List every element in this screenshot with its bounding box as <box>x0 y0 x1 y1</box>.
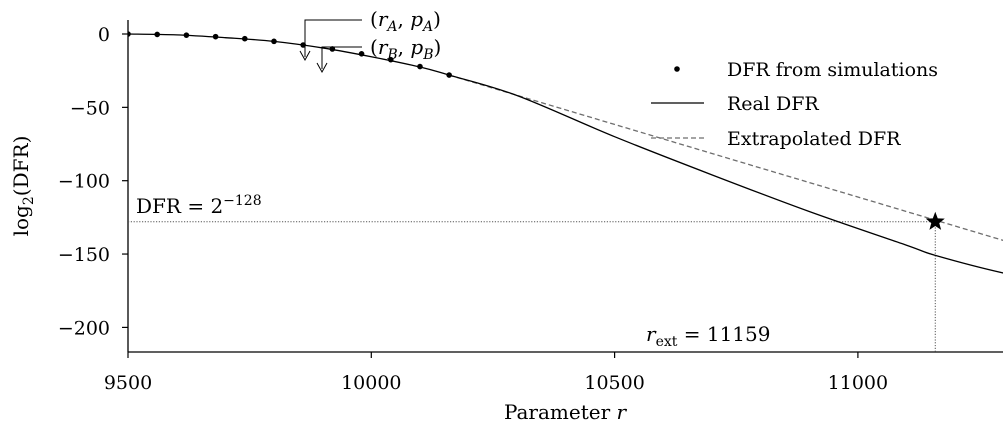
arrow-point-b <box>321 46 362 69</box>
y-tick-label: −50 <box>70 97 110 119</box>
arrow-point-a <box>304 19 362 57</box>
y-axis-title: log2(DFR) <box>9 136 37 237</box>
sim-point <box>241 35 248 42</box>
legend-marker-simulations <box>674 66 680 72</box>
x-tick-label: 9500 <box>104 372 152 394</box>
sim-point <box>417 63 423 70</box>
x-tick-label: 10000 <box>341 372 401 394</box>
sim-point <box>358 51 365 57</box>
y-ticks: 0 −50 −100 −150 −200 <box>58 24 128 339</box>
x-ticks: 95001000010500110001150012000 <box>104 352 888 394</box>
legend: DFR from simulations Real DFR Extrapolat… <box>651 59 938 150</box>
y-tick-label: −200 <box>58 317 110 339</box>
sim-point <box>446 72 452 78</box>
r-ext-label: rext = 11159 <box>646 322 770 350</box>
sim-point <box>212 33 219 40</box>
y-tick-label: 0 <box>98 24 110 46</box>
arrowhead-point-b <box>316 62 328 74</box>
y-tick-label: −100 <box>58 171 110 193</box>
arrowhead-point-a <box>299 50 311 62</box>
point-b-label: (rB, pB) <box>370 35 441 63</box>
x-tick-label: 11000 <box>828 372 888 394</box>
sim-point <box>329 46 336 52</box>
sim-point <box>387 56 394 63</box>
threshold-label: DFR = 2−128 <box>136 193 262 218</box>
sim-point <box>154 31 160 38</box>
sim-point <box>183 32 190 38</box>
x-axis-title: Parameter r <box>504 400 628 424</box>
point-a-label: (rA, pA) <box>370 7 441 35</box>
legend-label-simulations: DFR from simulations <box>727 59 938 81</box>
star-marker-r-ext <box>925 211 945 230</box>
sim-point <box>271 38 277 45</box>
legend-label-extrapolated: Extrapolated DFR <box>727 128 901 150</box>
x-tick-label: 10500 <box>584 372 644 394</box>
series-extrapolated-dfr <box>448 74 1003 242</box>
y-tick-label: −150 <box>58 244 110 266</box>
legend-label-real: Real DFR <box>727 93 819 115</box>
sim-point <box>128 31 131 37</box>
series-real-dfr <box>128 33 1003 274</box>
